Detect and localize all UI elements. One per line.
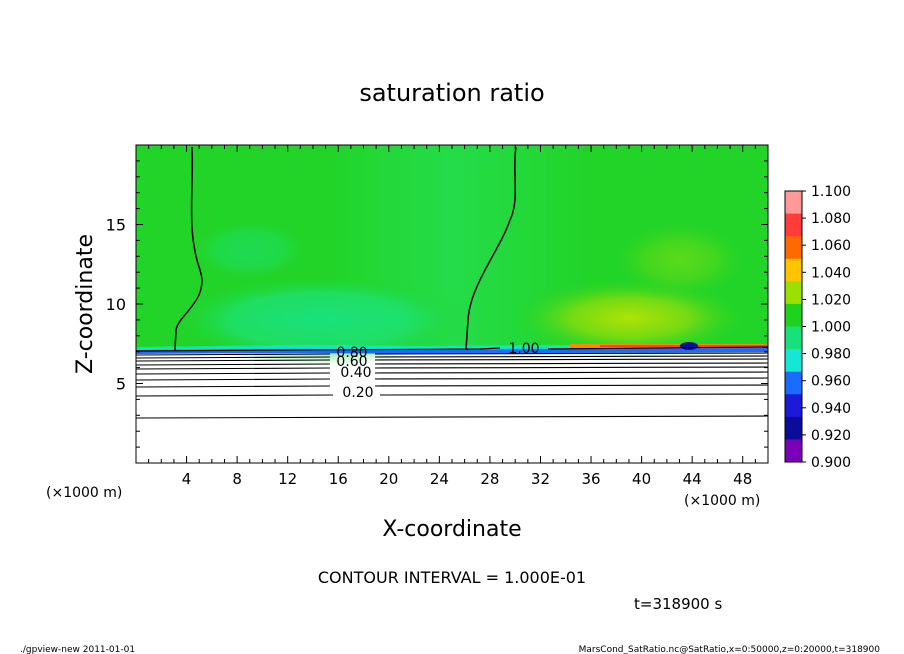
y-tick-label: 5	[116, 375, 126, 394]
contour-line-1-00-left	[174, 146, 203, 351]
chart-title: saturation ratio	[359, 79, 544, 107]
plot-area: 1.00 0.80 0.60 0.40 0.20	[136, 145, 768, 463]
colorbar-label: 0.960	[811, 374, 851, 390]
contour-interval-text: CONTOUR INTERVAL = 1.000E-01	[318, 568, 586, 587]
contour-label-0-60: 0.60	[336, 354, 367, 370]
x-axis-label: X-coordinate	[382, 517, 521, 542]
y-axis-label: Z-coordinate	[73, 234, 98, 374]
colorbar-label: 0.900	[811, 455, 851, 471]
colorbar: 1.100 1.080 1.060 1.040 1.020 1.000 0.980 0.960…	[784, 184, 851, 471]
x-tick-label: 4	[182, 470, 192, 488]
x-tick-label: 32	[531, 470, 550, 488]
colorbar-label: 1.020	[811, 292, 851, 308]
low-saturation-patch-2	[190, 220, 310, 280]
x-tick-label: 24	[430, 470, 449, 488]
x-tick-labels: 4 8 12 16 20 24 28 32 36 40 44 48	[182, 470, 752, 488]
x-tick-label: 48	[733, 470, 752, 488]
colorbar-label: 1.000	[811, 320, 851, 336]
colorbar-label: 0.940	[811, 401, 851, 417]
colorbar-swatch	[785, 281, 802, 305]
colorbar-swatch	[785, 236, 802, 260]
axis-ticks	[136, 145, 768, 463]
colorbar-swatch	[785, 439, 802, 463]
contour-line-1-00-right	[465, 146, 517, 351]
contour-label-0-80: 0.80	[336, 345, 367, 361]
x-tick-label: 44	[683, 470, 702, 488]
footer-right: MarsCond_SatRatio.nc@SatRatio,x=0:50000,…	[579, 645, 881, 654]
high-saturation-patch-2	[610, 220, 750, 300]
x-tick-label: 20	[379, 470, 398, 488]
colorbar-label: 1.100	[811, 184, 851, 200]
dark-patch	[680, 342, 698, 350]
colorbar-label: 1.060	[811, 238, 851, 254]
x-tick-label: 16	[329, 470, 348, 488]
x-unit-left: (×1000 m)	[46, 485, 122, 501]
contour-label-0-20: 0.20	[342, 385, 373, 401]
colorbar-swatch	[785, 394, 802, 418]
footer-left: ./gpview-new 2011-01-01	[20, 645, 135, 654]
contour-label-0-40: 0.40	[340, 365, 371, 381]
time-text: t=318900 s	[634, 595, 722, 613]
x-tick-label: 36	[581, 470, 600, 488]
colorbar-swatch	[785, 371, 802, 395]
colorbar-label: 0.980	[811, 347, 851, 363]
contour-label-1-00: 1.00	[508, 341, 539, 357]
x-tick-label: 40	[632, 470, 651, 488]
colorbar-label: 1.040	[811, 265, 851, 281]
x-tick-label: 8	[232, 470, 242, 488]
colorbar-label: 1.080	[811, 211, 851, 227]
x-tick-label: 12	[278, 470, 297, 488]
x-tick-label: 28	[480, 470, 499, 488]
colorbar-swatch	[785, 326, 802, 350]
x-unit-right: (×1000 m)	[684, 493, 760, 509]
low-saturation-patch	[170, 275, 470, 365]
y-tick-labels: 5 10 15	[106, 216, 126, 394]
contour-line-1-00-horizontal	[136, 347, 501, 352]
colorbar-swatch	[785, 416, 802, 440]
colorbar-swatch	[785, 349, 802, 373]
colorbar-label: 0.920	[811, 428, 851, 444]
colorbar-swatch	[785, 258, 802, 282]
colorbar-swatch	[785, 213, 802, 237]
contour-line-1-00-east	[547, 346, 768, 350]
contour-lines-lower	[136, 352, 768, 419]
colorbar-swatch	[785, 191, 802, 215]
y-tick-label: 15	[106, 216, 126, 235]
y-tick-label: 10	[106, 295, 126, 314]
colorbar-swatch	[785, 303, 802, 327]
